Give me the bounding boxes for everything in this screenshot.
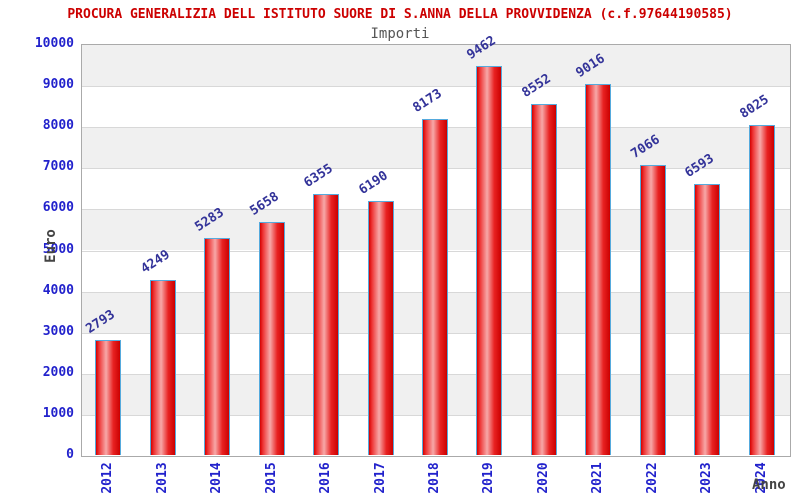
x-axis-title: Anno bbox=[752, 477, 786, 493]
bar-2022 bbox=[640, 165, 666, 455]
bar-2019 bbox=[476, 66, 502, 455]
x-tick-label-2015: 2015 bbox=[264, 462, 279, 494]
plot-band bbox=[82, 45, 790, 87]
y-tick-label: 9000 bbox=[42, 77, 74, 93]
y-tick-label: 4000 bbox=[42, 282, 74, 298]
x-tick-label-2017: 2017 bbox=[373, 462, 388, 494]
bar-2014 bbox=[204, 238, 230, 455]
x-tick-label-2018: 2018 bbox=[427, 462, 442, 494]
x-tick-label-2023: 2023 bbox=[699, 462, 714, 494]
y-tick-label: 5000 bbox=[42, 241, 74, 257]
chart-subtitle: Importi bbox=[370, 26, 430, 42]
x-tick-label-2019: 2019 bbox=[481, 462, 496, 494]
bar-2013 bbox=[150, 280, 176, 455]
bar-2012 bbox=[95, 340, 121, 455]
y-tick-label: 7000 bbox=[42, 159, 74, 175]
bar-2015 bbox=[259, 222, 285, 455]
x-tick-label-2022: 2022 bbox=[645, 462, 660, 494]
bar-2021 bbox=[585, 84, 611, 455]
bar-2018 bbox=[422, 119, 448, 455]
chart-title: PROCURA GENERALIZIA DELL ISTITUTO SUORE … bbox=[67, 7, 733, 22]
x-tick-label-2014: 2014 bbox=[209, 462, 224, 494]
bar-2024 bbox=[749, 125, 775, 455]
y-tick-label: 0 bbox=[66, 447, 74, 462]
bar-2020 bbox=[531, 104, 557, 455]
x-tick-label-2020: 2020 bbox=[536, 462, 551, 494]
y-tick-label: 3000 bbox=[42, 323, 74, 339]
bar-2023 bbox=[694, 184, 720, 455]
y-tick-label: 1000 bbox=[42, 405, 74, 421]
bar-2017 bbox=[368, 201, 394, 455]
gridline bbox=[82, 86, 790, 88]
y-tick-label: 2000 bbox=[42, 364, 74, 380]
x-tick-label-2016: 2016 bbox=[318, 462, 333, 494]
y-tick-label: 6000 bbox=[42, 200, 74, 216]
y-tick-label: 8000 bbox=[42, 118, 74, 134]
x-tick-label-2012: 2012 bbox=[100, 462, 115, 494]
y-tick-label: 10000 bbox=[34, 36, 74, 51]
y-axis-title: Euro bbox=[43, 229, 59, 263]
x-tick-label-2021: 2021 bbox=[590, 462, 605, 494]
bar-2016 bbox=[313, 194, 339, 455]
x-tick-label-2013: 2013 bbox=[155, 462, 170, 494]
